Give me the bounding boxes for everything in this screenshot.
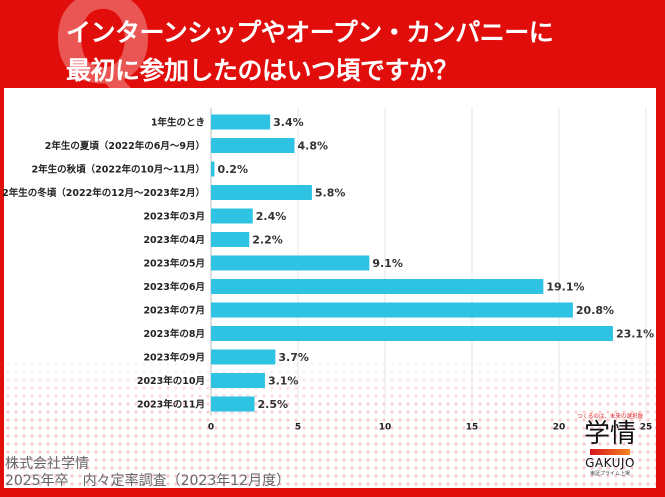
bar (211, 396, 255, 412)
data-label: 2.5% (258, 398, 289, 411)
title-line-2: 最初に参加したのはいつ頃ですか？ (66, 56, 459, 85)
data-label: 4.8% (298, 140, 329, 153)
gakujo-logo: つくるのは、未来の選択肢 学情 GAKUJO 東証プライム上場 (570, 412, 650, 477)
bar (211, 138, 295, 153)
category-label: 2023年の5月 (143, 258, 205, 270)
bar (211, 208, 253, 224)
x-tick-label: 10 (379, 423, 392, 433)
bar (211, 185, 312, 200)
x-tick-label: 20 (553, 423, 566, 433)
data-label: 2.2% (252, 234, 283, 247)
category-label: 2年生の秋頃（2022年の10月～11月） (32, 164, 206, 176)
title-line-1: インターンシップやオープン・カンパニーに (66, 18, 554, 47)
logo-tagline: つくるのは、未来の選択肢 (577, 414, 643, 420)
bar (211, 373, 265, 388)
data-label: 20.8% (576, 304, 614, 317)
q-watermark: Q (52, 0, 155, 111)
data-label: 3.4% (273, 116, 304, 129)
category-label: 2023年の8月 (143, 328, 205, 340)
bar (211, 114, 271, 130)
data-label: 2.4% (256, 210, 287, 223)
logo-bar (590, 449, 630, 455)
bar (211, 161, 215, 177)
logo-romaji: GAKUJO (585, 456, 635, 470)
category-label: 2023年の6月 (143, 281, 205, 293)
category-label: 2023年の4月 (143, 234, 205, 246)
category-label: 2023年の11月 (137, 399, 205, 411)
data-label: 0.2% (217, 163, 248, 176)
data-label: 5.8% (315, 187, 346, 200)
survey-name: 2025年卒 内々定率調査（2023年12月度） (5, 473, 291, 489)
bar (211, 302, 573, 318)
footer: 株式会社学情 2025年卒 内々定率調査（2023年12月度） (5, 456, 290, 490)
category-label: 2023年の10月 (137, 375, 205, 387)
bar (211, 349, 276, 365)
data-label: 3.7% (278, 351, 309, 364)
company-name: 株式会社学情 (5, 456, 89, 472)
x-tick-label: 25 (640, 423, 653, 433)
page-title: インターンシップやオープン・カンパニーに 最初に参加したのはいつ頃ですか？ (66, 14, 554, 90)
category-label: 2年生の冬頃（2022年の12月～2023年2月） (2, 187, 205, 199)
category-label: 1年生のとき (151, 117, 205, 129)
bar (211, 279, 544, 294)
logo-name: 学情 (583, 419, 636, 449)
bar (211, 232, 250, 247)
bar (211, 326, 613, 341)
category-label: 2023年の7月 (143, 305, 205, 317)
logo-listing: 東証プライム上場 (590, 471, 630, 477)
data-label: 9.1% (372, 257, 403, 270)
bar (211, 255, 370, 271)
x-tick-label: 5 (295, 423, 301, 433)
x-tick-label: 15 (466, 423, 479, 433)
category-label: 2023年の9月 (143, 352, 205, 364)
data-label: 3.1% (268, 375, 299, 388)
category-label: 2年生の夏頃（2022年の6月～9月） (45, 140, 205, 152)
data-label: 23.1% (616, 328, 654, 341)
category-label: 2023年の3月 (143, 211, 205, 223)
data-label: 19.1% (546, 281, 584, 294)
x-tick-label: 0 (208, 423, 214, 433)
